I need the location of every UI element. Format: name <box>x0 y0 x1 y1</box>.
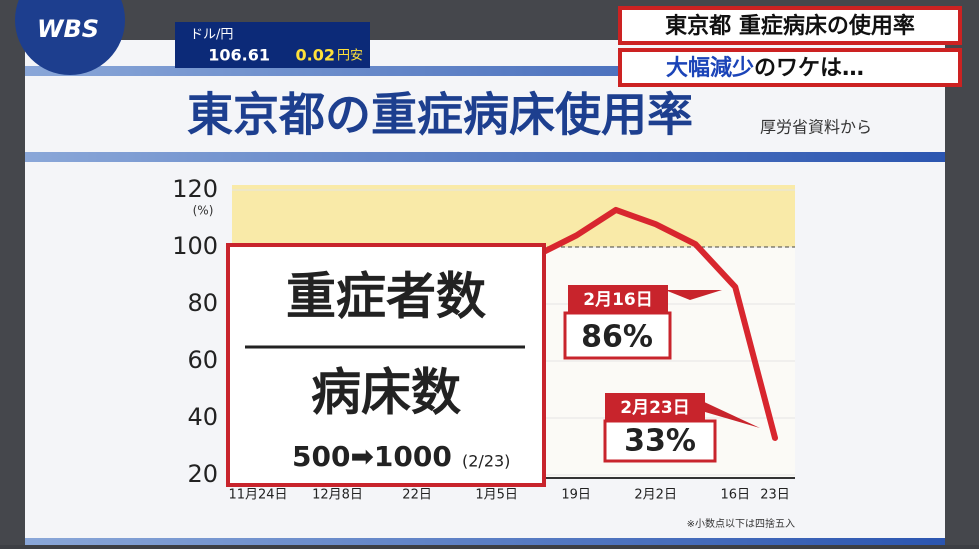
callout-date: 2月23日 <box>620 398 690 418</box>
stripe <box>25 152 945 162</box>
callout-arrow <box>665 290 722 300</box>
logo: WBS <box>37 15 99 43</box>
source: 厚労省資料から <box>760 118 872 137</box>
x-tick-label: 19日 <box>561 488 591 503</box>
y-tick-label: 80 <box>187 289 218 317</box>
footnote: ※小数点以下は四捨五入 <box>687 517 795 530</box>
ticker-direction: 円安 <box>337 49 363 64</box>
over-band <box>232 185 795 247</box>
numerator: 重症者数 <box>286 268 486 326</box>
callout-tag <box>605 393 705 421</box>
y-tick-label: 120 <box>172 175 218 203</box>
callout-value: 33% <box>624 424 696 459</box>
formula-date: (2/23) <box>462 452 510 471</box>
x-tick-label: 11月24日 <box>228 488 287 503</box>
stripe <box>25 66 945 76</box>
headline-emphasis: 大幅減少 <box>666 56 754 81</box>
y-tick-label: 100 <box>172 232 218 260</box>
callout-arrow <box>700 400 760 428</box>
callout-box <box>563 311 672 360</box>
denominator: 病床数 <box>311 364 461 422</box>
overlay: 重症者数 病床数 500➡1000 (2/23) 2月16日 86% 2月23日… <box>226 243 760 487</box>
headline-box <box>618 6 962 45</box>
ticker-rate: 106.61 <box>208 46 270 65</box>
y-unit: (%) <box>193 204 214 218</box>
ticker-change: 0.02 <box>296 46 335 65</box>
headline: 東京都 重症病床の使用率 <box>665 13 915 39</box>
x-tick-label: 1月5日 <box>475 488 518 503</box>
y-tick-label: 60 <box>187 346 218 374</box>
logo-disc <box>15 0 125 75</box>
callout-date: 2月16日 <box>583 290 653 310</box>
ticker-pair: ドル/円 <box>190 28 233 43</box>
headline-rest: のワケは… <box>754 56 864 81</box>
callout-value: 86% <box>581 320 653 355</box>
x-tick-label: 12月8日 <box>312 488 363 503</box>
y-tick-label: 40 <box>187 403 218 431</box>
ticker <box>175 22 370 68</box>
x-tick-label: 22日 <box>402 488 432 503</box>
chart-title: 東京都の重症病床使用率 <box>187 88 693 142</box>
x-tick-label: 23日 <box>760 488 790 503</box>
headline-box <box>618 48 962 87</box>
x-tick-label: 2月2日 <box>634 488 677 503</box>
formula-change: 500➡1000 <box>292 440 452 473</box>
callout-tag <box>568 285 668 313</box>
formula-box <box>226 243 546 487</box>
stripe <box>25 538 945 545</box>
y-tick-label: 20 <box>187 460 218 488</box>
callout-box <box>603 419 717 463</box>
x-tick-label: 16日 <box>720 488 750 503</box>
line <box>533 206 778 441</box>
